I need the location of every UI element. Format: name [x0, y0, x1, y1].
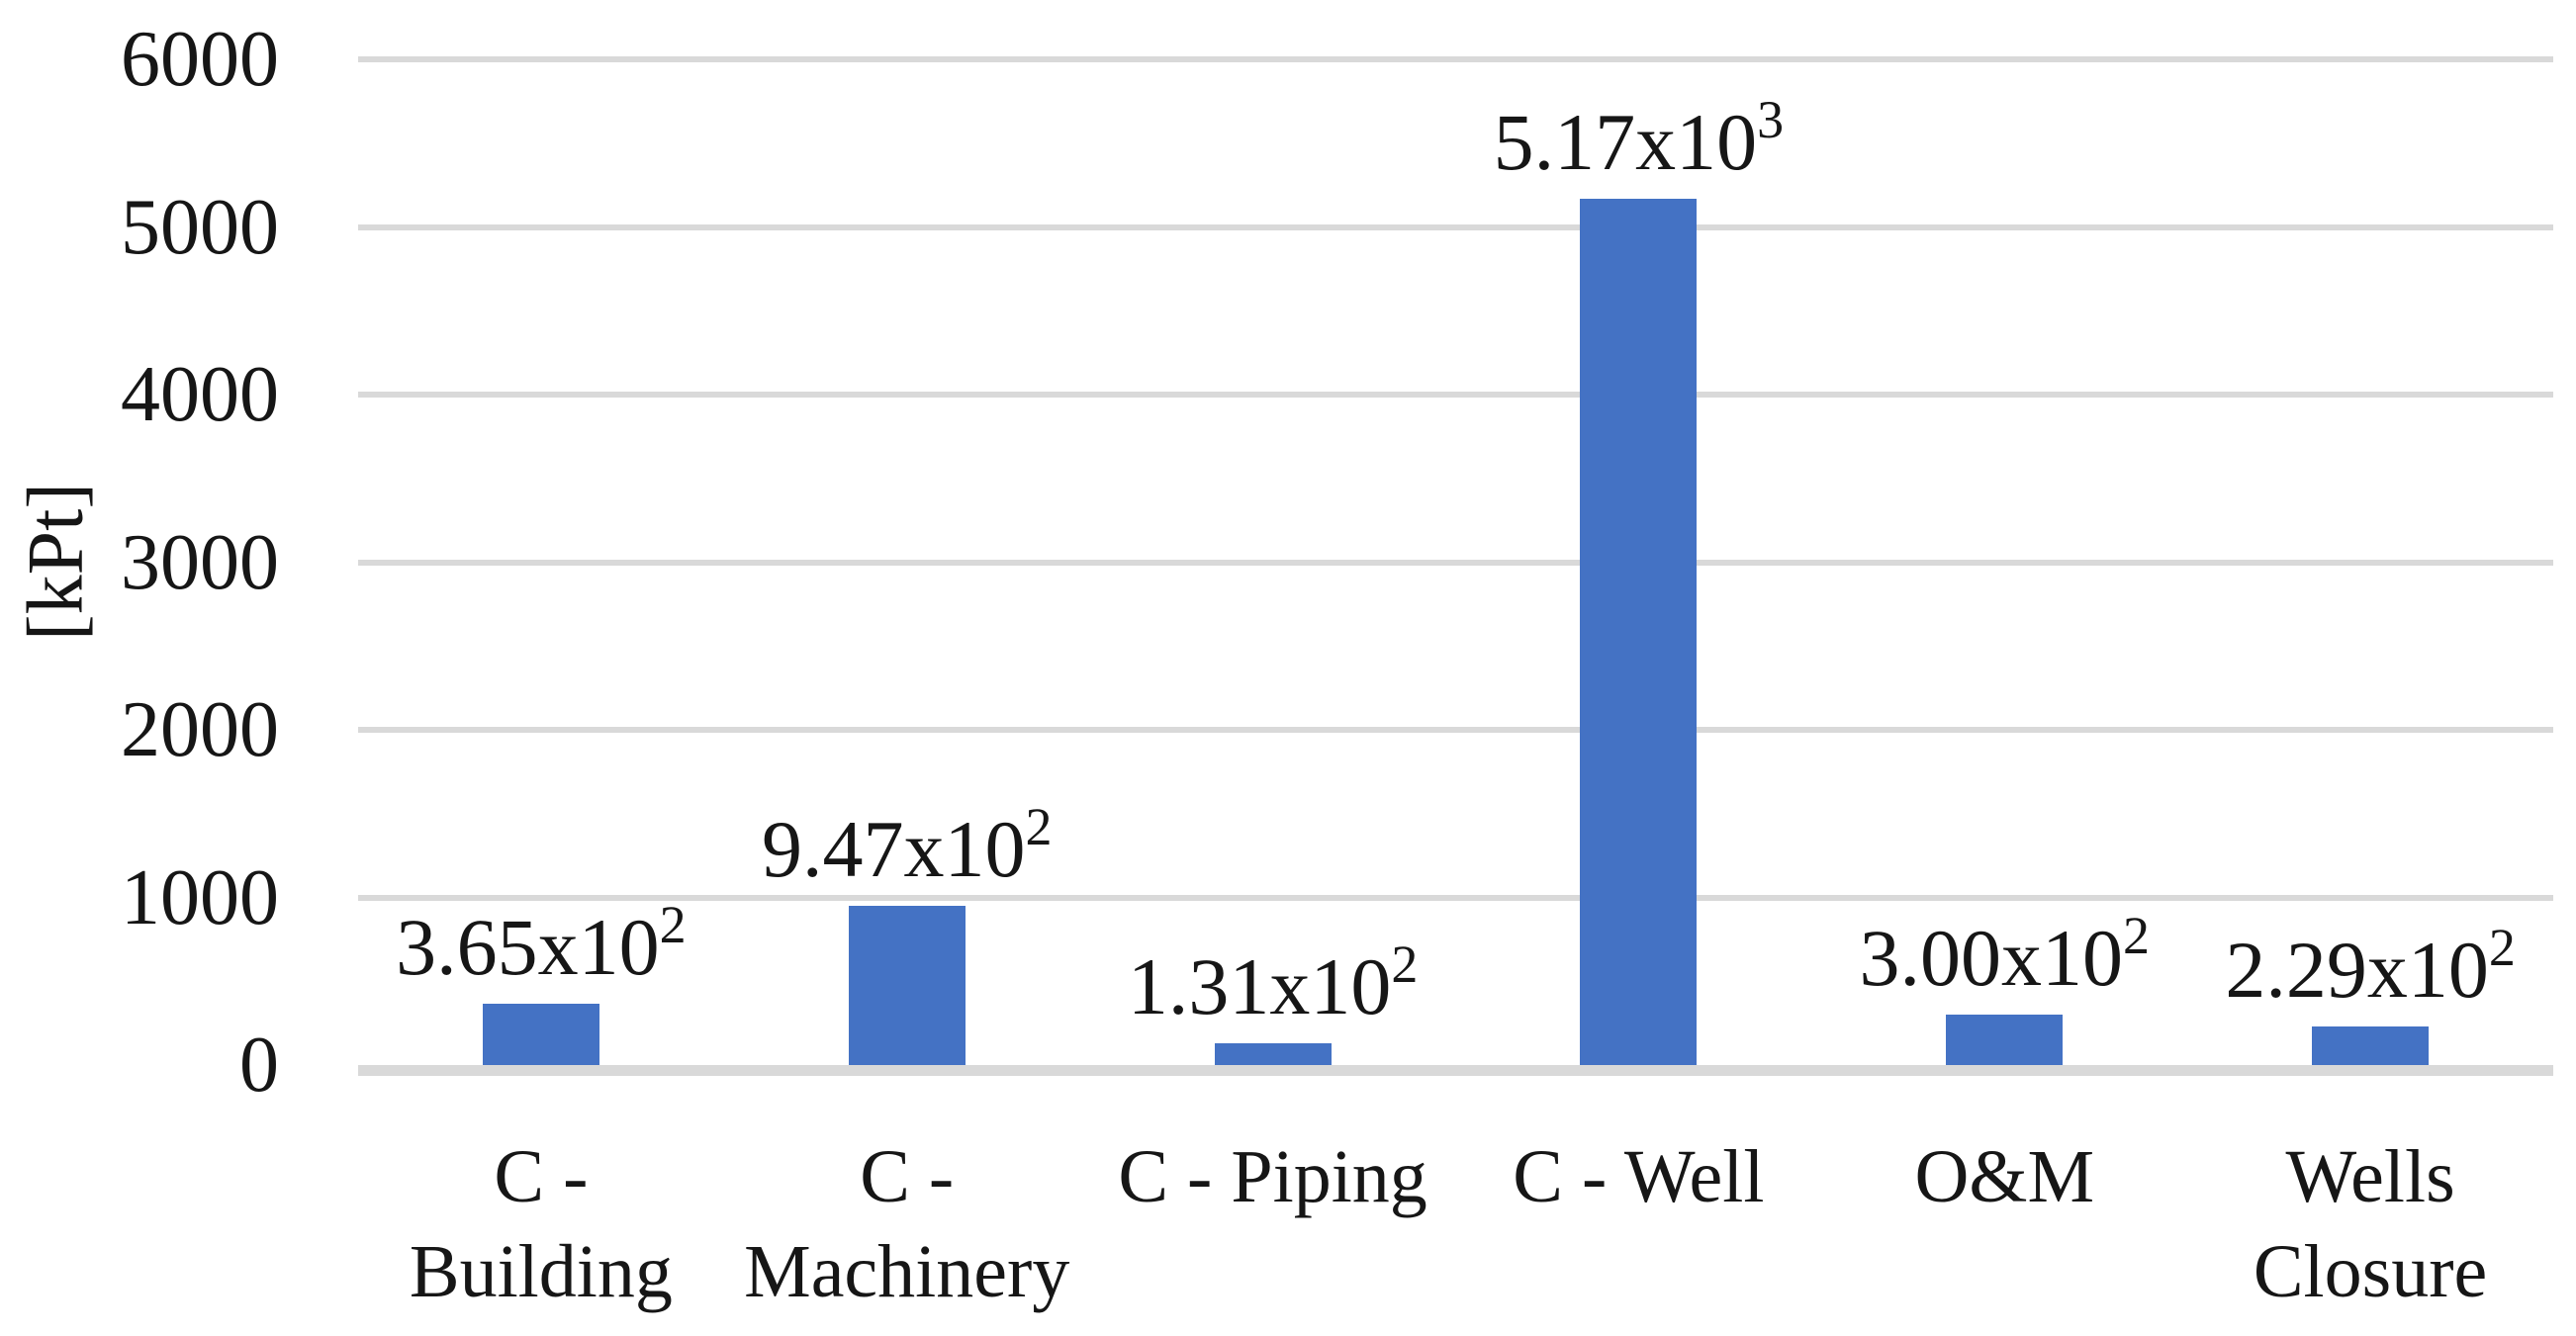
category-slot: 1.31x102 C - Piping: [1090, 0, 1456, 1336]
category-slot: 3.00x102 O&M: [1821, 0, 2187, 1336]
bar-value-mantissa: 2.29x10: [2225, 925, 2489, 1016]
gridline: [358, 392, 2553, 398]
x-category-label: O&M: [1727, 1129, 2281, 1224]
y-tick-label: 3000: [121, 518, 279, 606]
gridline: [358, 56, 2553, 62]
x-category-label-line: C -: [494, 1135, 589, 1218]
gridline: [358, 223, 2553, 230]
bar-value-label: 3.65x102: [244, 898, 838, 993]
bar-value-label: 3.00x102: [1707, 909, 2301, 1004]
bar-value-exponent: 2: [659, 895, 687, 955]
x-category-label-line: Machinery: [744, 1230, 1070, 1313]
bar-value-exponent: 2: [1391, 934, 1419, 994]
bar-value-mantissa: 1.31x10: [1127, 940, 1392, 1031]
x-category-label-line: O&M: [1914, 1135, 2095, 1218]
y-tick-label: 6000: [121, 16, 279, 103]
y-tick-label: 0: [239, 1022, 279, 1109]
bar: [1946, 1015, 2064, 1065]
x-category-label: C - Well: [1361, 1129, 1915, 1224]
x-category-label-line: Building: [409, 1230, 673, 1313]
bar-value-exponent: 2: [1025, 797, 1053, 857]
bar: [482, 1004, 599, 1065]
bar-value-label: 1.31x102: [976, 937, 1570, 1031]
x-category-label-line: Closure: [2253, 1230, 2488, 1313]
x-category-label-line: C - Piping: [1118, 1135, 1427, 1218]
bar-value-mantissa: 9.47x10: [761, 804, 1026, 895]
bar: [1580, 198, 1698, 1065]
x-category-label-line: Wells: [2285, 1135, 2455, 1218]
x-category-label-line: C - Well: [1513, 1135, 1765, 1218]
y-tick-label: 1000: [121, 853, 279, 941]
bar: [848, 906, 966, 1065]
bar-value-mantissa: 3.65x10: [396, 902, 660, 993]
bar: [2312, 1026, 2430, 1065]
bar-value-label: 9.47x102: [610, 800, 1204, 895]
y-tick-label: 4000: [121, 351, 279, 438]
bar-value-label: 5.17x103: [1341, 93, 1935, 187]
x-category-label: C - Piping: [996, 1129, 1550, 1224]
bar-value-exponent: 2: [2122, 906, 2150, 966]
gridline: [358, 894, 2553, 901]
x-category-label-line: C -: [860, 1135, 955, 1218]
y-tick-label: 2000: [121, 686, 279, 773]
bar-value-exponent: 3: [1757, 89, 1785, 149]
category-slot: 3.65x102 C - Building: [358, 0, 724, 1336]
category-slot: 2.29x102 Wells Closure: [2187, 0, 2553, 1336]
category-slot: 9.47x102 C - Machinery: [724, 0, 1090, 1336]
bar-value-mantissa: 3.00x10: [1859, 913, 2123, 1004]
bar: [1214, 1042, 1332, 1065]
category-slot: 5.17x103 C - Well: [1456, 0, 1822, 1336]
bar-value-mantissa: 5.17x10: [1493, 96, 1758, 187]
bar-value-exponent: 2: [2488, 918, 2516, 978]
y-tick-label: 5000: [121, 183, 279, 271]
x-category-label: C - Machinery: [630, 1129, 1184, 1319]
x-category-label: C - Building: [264, 1129, 818, 1319]
bar-value-label: 2.29x102: [2073, 921, 2576, 1016]
x-category-label: Wells Closure: [2093, 1129, 2576, 1319]
x-axis-line: [358, 1065, 2553, 1076]
gridline: [358, 727, 2553, 733]
gridline: [358, 559, 2553, 566]
